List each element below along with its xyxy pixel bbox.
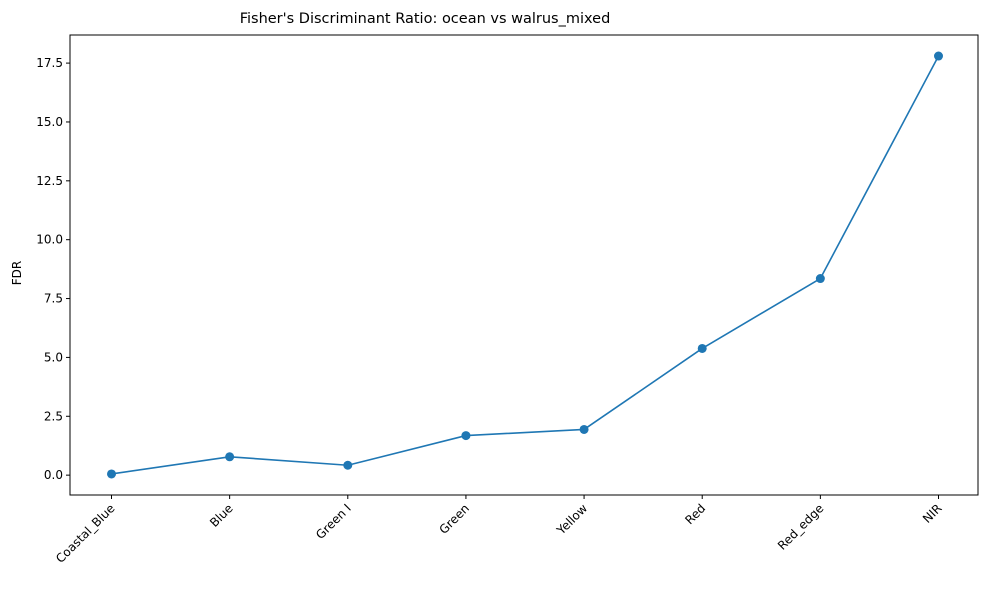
y-tick-label: 10.0: [36, 233, 63, 247]
data-point-blue: [225, 452, 235, 462]
data-point-nir: [934, 51, 943, 61]
chart-title: Fisher's Discriminant Ratio: ocean vs wa…: [240, 11, 611, 27]
data-point-coastal-blue: [107, 469, 116, 479]
y-tick-label: 5.0: [44, 350, 63, 364]
y-tick-label: 17.5: [36, 56, 63, 70]
data-point-green: [461, 431, 471, 441]
y-tick-label: 15.0: [36, 115, 63, 129]
series-layer: [107, 51, 943, 479]
y-axis-title: FDR: [10, 261, 24, 285]
data-point-green-i: [343, 460, 353, 470]
y-tick-label: 12.5: [36, 174, 63, 188]
series-line: [111, 55, 940, 475]
plot-frame: [69, 34, 979, 496]
data-point-yellow: [579, 424, 589, 434]
y-tick-label: 0.0: [44, 468, 63, 482]
y-tick-label: 2.5: [44, 409, 63, 423]
data-point-red-edge: [815, 274, 825, 284]
y-tick-label: 7.5: [44, 292, 63, 306]
data-point-red: [697, 343, 707, 353]
y-axis: 0.0 2.5 5.0 7.5 10.0 12.5 15.0 17.5: [36, 56, 70, 482]
